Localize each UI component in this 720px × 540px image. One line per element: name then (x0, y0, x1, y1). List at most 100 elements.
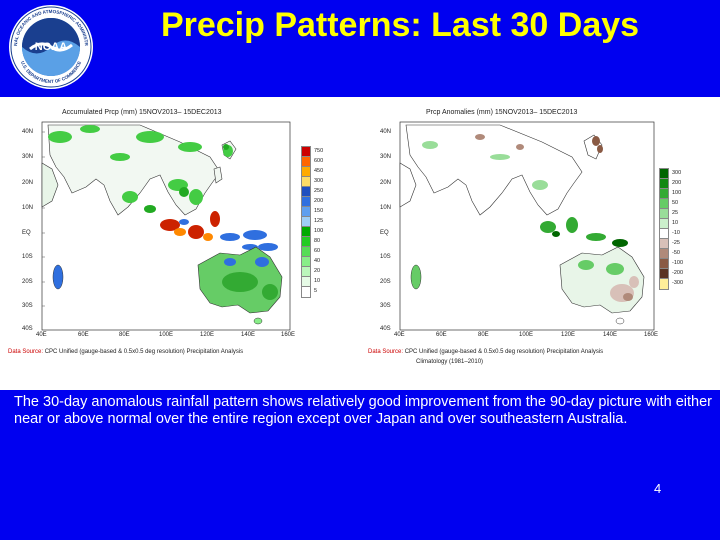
legend-label: 200 (314, 198, 324, 204)
legend-swatch (659, 198, 669, 210)
noaa-logo-icon: NOAA NATIONAL OCEANIC AND ATMOSPHERIC AD… (6, 0, 93, 89)
data-source-right: Data Source: CPC Unified (gauge-based & … (368, 349, 603, 355)
legend-swatch (659, 248, 669, 260)
legend-swatch (659, 258, 669, 270)
legend-swatch (659, 228, 669, 240)
lat-label: 40N (22, 129, 34, 135)
legend-label: 50 (672, 200, 679, 206)
climatology-note: Climatology (1981–2010) (416, 359, 484, 365)
lon-label: 100E (519, 332, 534, 338)
legend-label: 150 (314, 208, 324, 214)
noaa-logo-text: NOAA (35, 41, 67, 53)
slide-caption: The 30-day anomalous rainfall pattern sh… (14, 394, 712, 427)
legend-swatch (301, 156, 311, 168)
legend-label: 750 (314, 148, 324, 154)
lat-label: 30N (22, 154, 34, 160)
legend-label: 10 (672, 220, 679, 226)
legend-swatch (301, 246, 311, 258)
map-title-accumulated: Accumulated Prcp (mm) 15NOV2013– 15DEC20… (62, 109, 222, 116)
legend-label: 5 (314, 288, 318, 294)
legend-swatch (301, 276, 311, 288)
legend-label: 300 (672, 170, 682, 176)
page-number: 4 (654, 481, 662, 496)
lon-label: 60E (78, 332, 89, 338)
lon-label: 140E (603, 332, 618, 338)
lon-label: 160E (281, 332, 296, 338)
legend-label: 100 (314, 228, 324, 234)
legend-swatch (301, 286, 311, 298)
precip-anomaly-map (399, 121, 655, 331)
data-source-text: CPC Unified (gauge-based & 0.5x0.5 deg r… (44, 349, 244, 355)
lat-label: 20S (22, 279, 33, 285)
accumulated-precip-map (41, 121, 291, 331)
lat-label: 10S (22, 254, 33, 260)
slide-title: Precip Patterns: Last 30 Days (160, 6, 640, 44)
noaa-logo: NOAA NATIONAL OCEANIC AND ATMOSPHERIC AD… (6, 0, 94, 90)
lat-label: EQ (22, 230, 31, 236)
lat-label: 30S (380, 303, 391, 309)
legend-swatch (301, 186, 311, 198)
lon-label: 140E (241, 332, 256, 338)
legend-swatch (301, 256, 311, 268)
legend-swatch (659, 188, 669, 200)
legend-swatch (659, 178, 669, 190)
maps-area: Accumulated Prcp (mm) 15NOV2013– 15DEC20… (0, 97, 720, 390)
lon-label: 80E (119, 332, 130, 338)
map-title-anomalies: Prcp Anomalies (mm) 15NOV2013– 15DEC2013 (426, 109, 578, 116)
legend-swatch (659, 208, 669, 220)
legend-swatch (301, 216, 311, 228)
lat-label: 40S (380, 326, 391, 332)
data-source-label: Data Source: (8, 349, 44, 355)
lon-label: 100E (159, 332, 174, 338)
legend-label: 125 (314, 218, 324, 224)
lon-label: 60E (436, 332, 447, 338)
legend-label: 80 (314, 238, 321, 244)
legend-label: 60 (314, 248, 321, 254)
lat-label: EQ (380, 230, 389, 236)
data-source-label: Data Source: (368, 349, 404, 355)
legend-label: 10 (314, 278, 321, 284)
lon-label: 120E (561, 332, 576, 338)
legend-label: 200 (672, 180, 682, 186)
legend-swatch (301, 206, 311, 218)
data-source-left: Data Source: CPC Unified (gauge-based & … (8, 349, 243, 355)
legend-label: 600 (314, 158, 324, 164)
lat-label: 30S (22, 303, 33, 309)
legend-label: 250 (314, 188, 324, 194)
legend-swatch (659, 238, 669, 250)
legend-label: 100 (672, 190, 682, 196)
lat-label: 10N (22, 205, 34, 211)
legend-label: -100 (672, 260, 684, 266)
accumulated-precip-panel: Accumulated Prcp (mm) 15NOV2013– 15DEC20… (0, 97, 360, 390)
legend-swatch (659, 268, 669, 280)
legend-swatch (301, 146, 311, 158)
legend-swatch (659, 278, 669, 290)
lon-label: 120E (200, 332, 215, 338)
lat-label: 40N (380, 129, 392, 135)
legend-label: -200 (672, 270, 684, 276)
legend-label: -25 (672, 240, 680, 246)
legend-swatch (301, 166, 311, 178)
lon-label: 160E (644, 332, 659, 338)
precip-anomaly-panel: Prcp Anomalies (mm) 15NOV2013– 15DEC2013 (360, 97, 720, 390)
lon-label: 80E (478, 332, 489, 338)
legend-label: 450 (314, 168, 324, 174)
legend-label: 40 (314, 258, 321, 264)
lat-label: 20N (22, 180, 34, 186)
lat-label: 40S (22, 326, 33, 332)
legend-swatch (301, 196, 311, 208)
legend-label: -300 (672, 280, 684, 286)
lat-label: 10S (380, 254, 391, 260)
lat-label: 30N (380, 154, 392, 160)
data-source-text: CPC Unified (gauge-based & 0.5x0.5 deg r… (404, 349, 604, 355)
legend-swatch (659, 218, 669, 230)
legend-swatch (301, 226, 311, 238)
lon-label: 40E (394, 332, 405, 338)
lat-label: 20N (380, 180, 392, 186)
legend-swatch (301, 176, 311, 188)
legend-swatch (301, 266, 311, 278)
legend-label: 300 (314, 178, 324, 184)
lat-label: 20S (380, 279, 391, 285)
legend-label: 25 (672, 210, 679, 216)
legend-swatch (301, 236, 311, 248)
